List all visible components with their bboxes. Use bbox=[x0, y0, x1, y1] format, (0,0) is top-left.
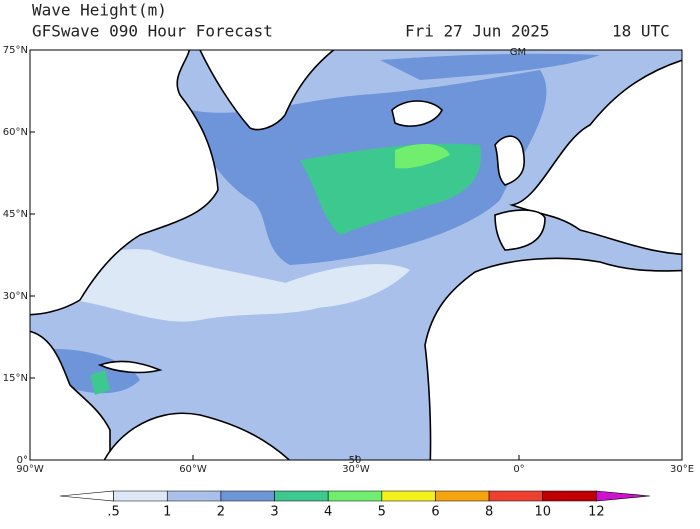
peak-zone bbox=[395, 143, 450, 169]
colorbar-label: 4 bbox=[324, 505, 332, 520]
colorbar-swatch bbox=[113, 490, 168, 502]
africa bbox=[424, 257, 682, 460]
iberia bbox=[494, 209, 546, 251]
greenland bbox=[199, 50, 335, 131]
time: 18 UTC bbox=[612, 22, 670, 41]
colorbar-swatch bbox=[435, 490, 490, 502]
south-america bbox=[103, 412, 291, 460]
high-zone bbox=[90, 370, 110, 395]
colorbar-label: 1 bbox=[163, 505, 171, 520]
colorbar-label: 2 bbox=[217, 505, 225, 520]
cuba bbox=[97, 360, 163, 374]
lat-label: 15°N bbox=[3, 373, 28, 384]
colorbar-label: 8 bbox=[485, 505, 493, 520]
colorbar-label: .5 bbox=[107, 505, 119, 520]
lat-label: 45°N bbox=[3, 209, 28, 220]
calm-zone bbox=[250, 264, 410, 309]
lat-label: 75°N bbox=[3, 45, 28, 56]
colorbar-swatch bbox=[381, 490, 436, 502]
colorbar-label: 5 bbox=[378, 505, 386, 520]
colorbar-label: 6 bbox=[431, 505, 439, 520]
central-america bbox=[30, 330, 111, 460]
lat-label: 30°N bbox=[3, 291, 28, 302]
lon-label: 90°W bbox=[16, 464, 44, 475]
colorbar-swatch bbox=[488, 490, 544, 502]
colorbar-label: 10 bbox=[534, 505, 551, 520]
iceland bbox=[391, 100, 443, 127]
lat-label: 60°N bbox=[3, 127, 28, 138]
colorbar-swatch bbox=[220, 490, 275, 502]
colorbar-label: 3 bbox=[270, 505, 278, 520]
colorbar-label: 12 bbox=[588, 505, 605, 520]
title: Wave Height(m) bbox=[32, 1, 167, 20]
annotation: GM bbox=[510, 47, 526, 58]
lat-label: 0° bbox=[17, 455, 28, 466]
colorbar-swatch bbox=[59, 490, 114, 502]
map: GM 50 bbox=[29, 47, 683, 466]
lon-label: 0° bbox=[513, 464, 524, 475]
high-zone bbox=[300, 143, 481, 235]
britain bbox=[494, 135, 526, 186]
europe bbox=[508, 59, 682, 256]
lon-label: 30°W bbox=[342, 464, 370, 475]
lon-label: 60°W bbox=[179, 464, 207, 475]
colorbar-swatch bbox=[327, 490, 383, 502]
date: Fri 27 Jun 2025 bbox=[405, 22, 550, 41]
colorbar-swatch bbox=[166, 490, 222, 502]
colorbar-swatch bbox=[596, 490, 651, 502]
lon-label: 30°E bbox=[670, 464, 694, 475]
rough-zone bbox=[380, 53, 600, 80]
north-america bbox=[30, 50, 219, 316]
calm-zone bbox=[30, 249, 340, 322]
annotation: 50 bbox=[349, 455, 362, 466]
subtitle: GFSwave 090 Hour Forecast bbox=[32, 22, 273, 41]
colorbar-swatch bbox=[542, 490, 597, 502]
colorbar-swatch bbox=[274, 490, 329, 502]
